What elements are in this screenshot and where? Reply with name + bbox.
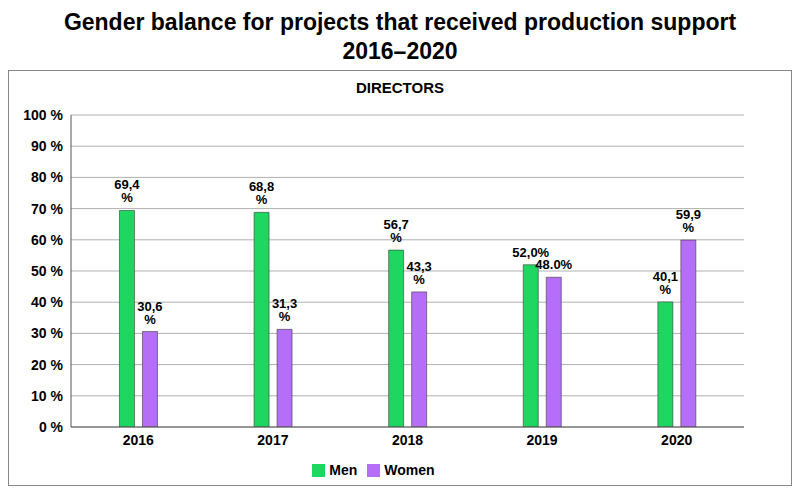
html-text:DIRECTORS: DIRECTORS — [356, 79, 444, 96]
svg-text:0 %: 0 % — [39, 419, 64, 435]
svg-text:2017: 2017 — [257, 432, 288, 448]
svg-text:68,8%: 68,8% — [249, 179, 274, 207]
svg-text:30,6%: 30,6% — [137, 299, 162, 327]
svg-text:48.0%: 48.0% — [535, 257, 572, 272]
svg-text:59,9%: 59,9% — [676, 207, 701, 235]
svg-text:60 %: 60 % — [31, 232, 63, 248]
svg-text:2018: 2018 — [392, 432, 423, 448]
svg-text:80 %: 80 % — [31, 169, 63, 185]
svg-text:56,7%: 56,7% — [383, 217, 408, 245]
svg-text:30 %: 30 % — [31, 325, 63, 341]
svg-text:40,1%: 40,1% — [653, 269, 678, 297]
svg-text:40 %: 40 % — [31, 294, 63, 310]
svg-text:69,4%: 69,4% — [114, 177, 140, 205]
svg-text:50 %: 50 % — [31, 263, 63, 279]
svg-text:2019: 2019 — [527, 432, 558, 448]
html-text:Gender balance for projects th: Gender balance for projects that receive… — [63, 9, 737, 35]
svg-text:20 %: 20 % — [31, 357, 63, 373]
svg-text:31,3%: 31,3% — [272, 296, 297, 324]
svg-text:70 %: 70 % — [31, 201, 63, 217]
svg-text:52,0%: 52,0% — [512, 244, 550, 260]
svg-text:2020: 2020 — [661, 432, 692, 448]
html-text:2016–2020: 2016–2020 — [342, 38, 458, 64]
html-text:Women: Women — [384, 462, 435, 478]
svg-text:100 %: 100 % — [23, 107, 63, 123]
svg-text:10 %: 10 % — [31, 388, 63, 404]
html-text:Men: Men — [329, 462, 358, 478]
svg-text:90 %: 90 % — [31, 138, 63, 154]
svg-text:2016: 2016 — [123, 432, 154, 448]
svg-text:43,3%: 43,3% — [406, 259, 431, 287]
